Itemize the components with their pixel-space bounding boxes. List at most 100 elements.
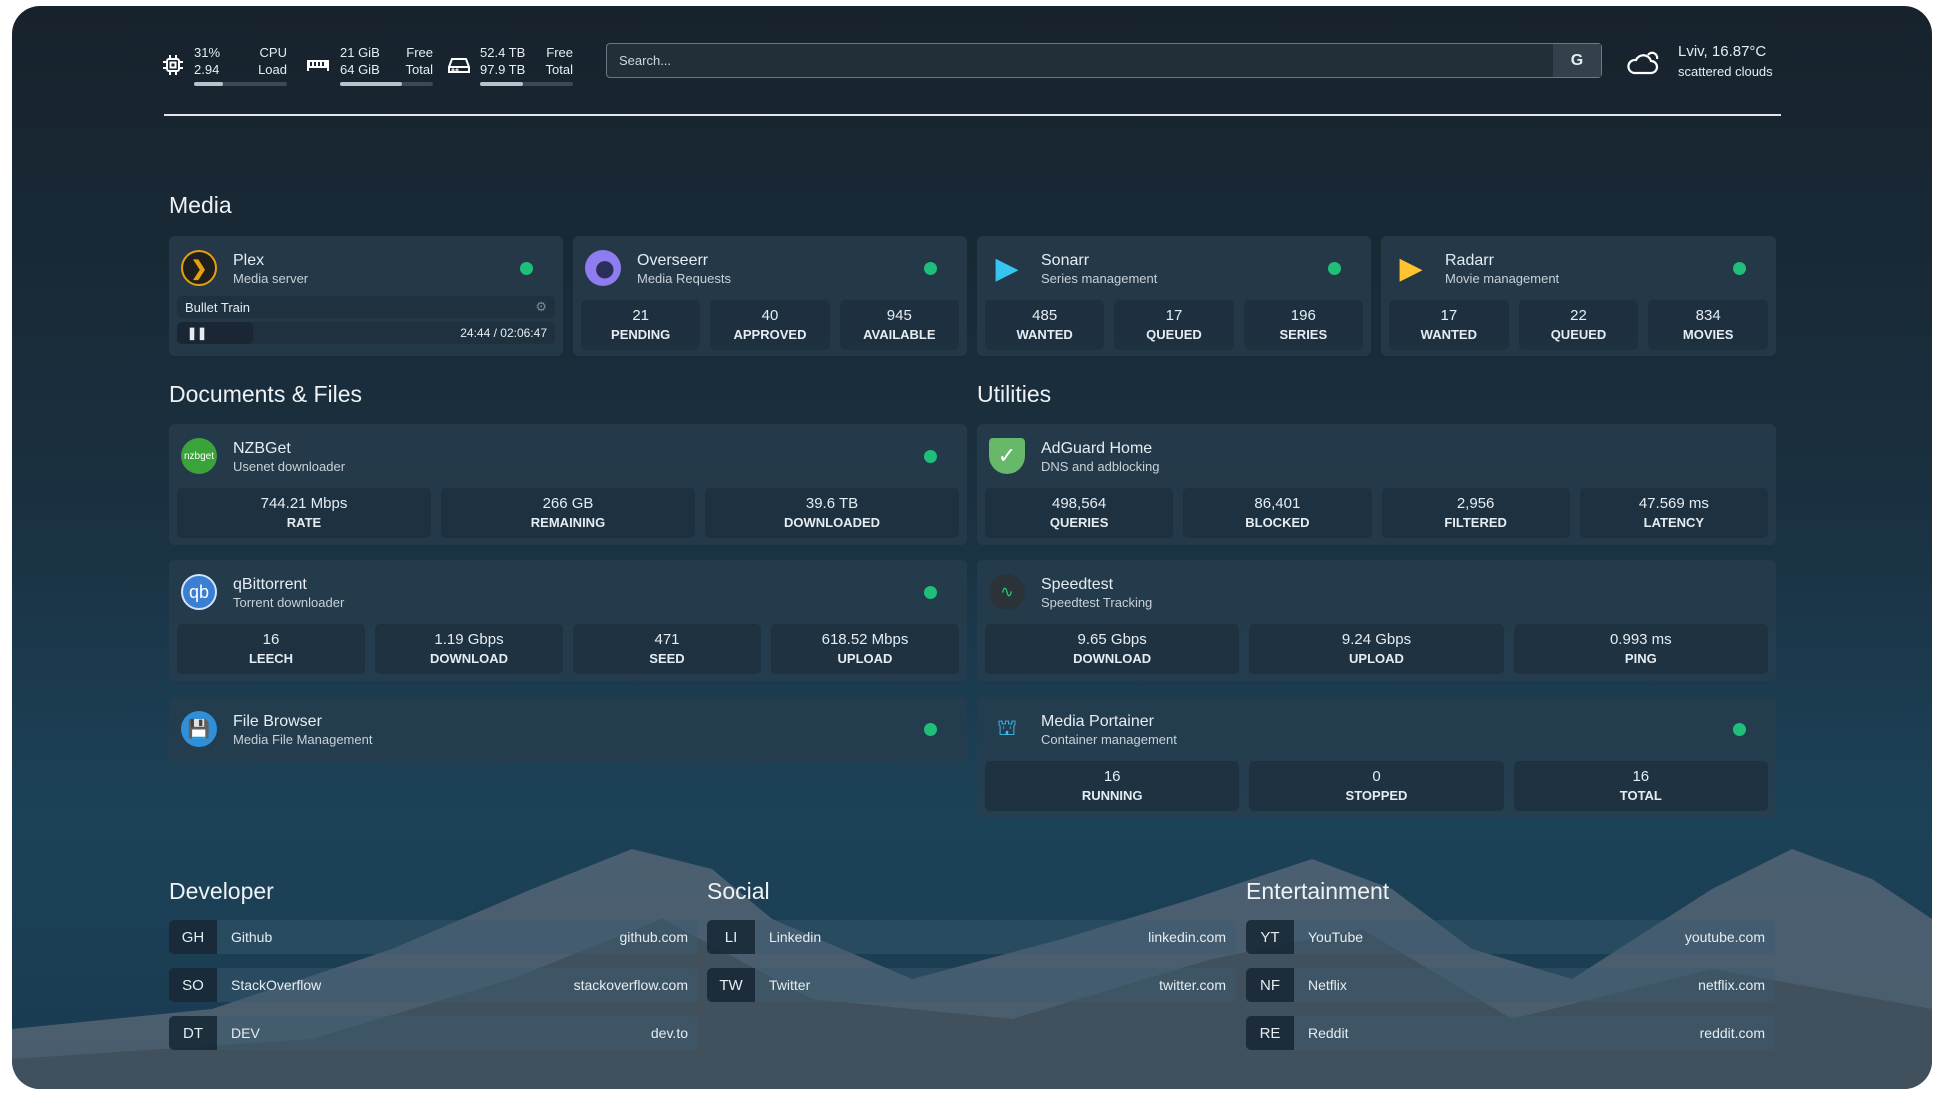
now-playing: Bullet Train ⚙ [177,296,555,318]
bookmark-netflix[interactable]: NF Netflix netflix.com [1246,968,1775,1002]
stat-upload: 618.52 Mbps UPLOAD [771,624,959,674]
stat-wanted: 17 WANTED [1389,300,1509,350]
search-bar: G [606,43,1602,78]
plex-card[interactable]: ❯ Plex Media server Bullet Train ⚙ ❚❚ 24:44… [169,236,563,356]
bookmark-abbr: LI [707,920,755,954]
stat-series: 196 SERIES [1243,300,1363,350]
stat-stopped: 0 STOPPED [1249,761,1504,811]
stat-queued: 17 QUEUED [1114,300,1234,350]
stat-value: 21 [632,307,649,324]
stat-label: LATENCY [1643,515,1705,530]
now-playing-title: Bullet Train [185,299,251,315]
stat-value: 17 [1165,307,1183,324]
bookmark-github[interactable]: GH Github github.com [169,920,698,954]
radarr-logo-icon: ▶ [1399,251,1423,285]
stat-label: AVAILABLE [863,327,936,342]
settings-icon[interactable]: ⚙ [535,299,547,314]
ram-free: 21 GiB [340,45,380,60]
service-name: Overseerr [637,251,709,269]
section-title-social: Social [707,878,770,904]
bookmark-abbr: NF [1246,968,1294,1002]
cpu-icon [163,55,183,75]
stat-movies: 834 MOVIES [1648,300,1769,350]
stat-label: QUEUED [1146,327,1202,342]
stat-downloaded: 39.6 TB DOWNLOADED [705,488,959,538]
stat-latency: 47.569 ms LATENCY [1579,488,1768,538]
bookmark-name: YouTube [1308,929,1364,945]
adguard-card[interactable]: ✓ AdGuard Home DNS and adblocking 498,564 Q… [977,424,1776,545]
portainer-card[interactable]: ⛫ Media Portainer Container management 16 R… [977,697,1776,818]
sonarr-card[interactable]: ▶ Sonarr Series management 485 WANTED 17 QUEU… [977,236,1371,356]
mountain-background [12,849,1932,1089]
overseerr-card[interactable]: Overseerr Media Requests 21 PENDING 40 APPRO… [573,236,967,356]
section-title-utilities: Utilities [977,381,1052,407]
speedtest-card[interactable]: ∿ Speedtest Speedtest Tracking 9.65 Gbps DO… [977,560,1776,681]
stat-label: DOWNLOADED [783,515,881,530]
stat-queries: 498,564 QUERIES [985,488,1174,538]
search-input[interactable] [607,53,1553,68]
stat-ping: 0.993 ms PING [1513,624,1768,674]
cpu-bar [194,82,287,86]
cpu-load: 2.94 [194,62,220,77]
stat-available: 945 AVAILABLE [839,300,959,350]
stat-pending: 21 PENDING [581,300,701,350]
pause-icon[interactable]: ❚❚ [187,326,208,340]
memory-icon [307,60,329,71]
search-engine-button[interactable]: G [1553,44,1601,77]
stat-value: 39.6 TB [805,495,859,512]
bookmark-name: DEV [231,1025,260,1041]
stat-value: 16 [1103,768,1121,785]
service-name: Speedtest [1041,575,1114,593]
ram-bar [340,82,433,86]
service-name: Radarr [1445,251,1494,269]
bookmark-name: Github [231,929,273,945]
nzbget-card[interactable]: nzbget NZBGet Usenet downloader 744.21 Mbp… [169,424,967,545]
stat-label: SEED [649,651,685,666]
service-desc: Container management [1041,731,1177,747]
section-title-media: Media [169,192,232,218]
total-label: Total [405,62,433,77]
stat-value: 16 [1632,768,1650,785]
bookmark-name: Reddit [1308,1025,1349,1041]
stat-download: 9.65 Gbps DOWNLOAD [985,624,1240,674]
status-indicator [924,449,937,463]
bookmark-twitter[interactable]: TW Twitter twitter.com [707,968,1236,1002]
bookmark-url: twitter.com [1159,977,1226,993]
section-title-developer: Developer [169,878,274,904]
stat-value: 266 GB [542,495,594,512]
qbittorrent-card[interactable]: qb qBittorrent Torrent downloader 16 LEECH 1… [169,560,967,681]
bookmark-reddit[interactable]: RE Reddit reddit.com [1246,1016,1775,1050]
status-indicator [924,585,937,599]
developer-links: GH Github github.com SO StackOverflow stacko… [169,920,698,1064]
section-title-entertainment: Entertainment [1246,878,1390,904]
weather-widget: Lviv, 16.87°C scattered clouds [1626,42,1773,82]
playback-progress [177,322,253,344]
sonarr-logo-icon: ▶ [995,251,1019,285]
adguard-shield-icon: ✓ [989,438,1025,474]
stat-value: 2,956 [1456,495,1495,512]
header-divider [164,114,1781,116]
total-label: Total [545,62,573,77]
stat-value: 47.569 ms [1638,495,1709,512]
stat-label: FILTERED [1444,515,1507,530]
stat-wanted: 485 WANTED [985,300,1105,350]
service-name: NZBGet [233,439,291,457]
bookmark-stackoverflow[interactable]: SO StackOverflow stackoverflow.com [169,968,698,1002]
bookmark-abbr: GH [169,920,217,954]
bookmark-dev[interactable]: DT DEV dev.to [169,1016,698,1050]
filebrowser-card[interactable]: 💾 File Browser Media File Management [169,697,967,761]
service-desc: Media server [233,270,309,286]
stat-label: RATE [286,515,322,530]
service-name: File Browser [233,712,322,730]
stat-label: DOWNLOAD [430,651,508,666]
stat-value: 9.65 Gbps [1077,631,1147,648]
stat-value: 9.24 Gbps [1341,631,1412,648]
stat-label: BLOCKED [1245,515,1310,530]
stat-label: QUERIES [1049,515,1109,530]
status-indicator [520,261,533,275]
bookmark-abbr: DT [169,1016,217,1050]
service-desc: Movie management [1445,270,1560,286]
bookmark-youtube[interactable]: YT YouTube youtube.com [1246,920,1775,954]
bookmark-linkedin[interactable]: LI Linkedin linkedin.com [707,920,1236,954]
radarr-card[interactable]: ▶ Radarr Movie management 17 WANTED 22 QUEUED… [1381,236,1776,356]
